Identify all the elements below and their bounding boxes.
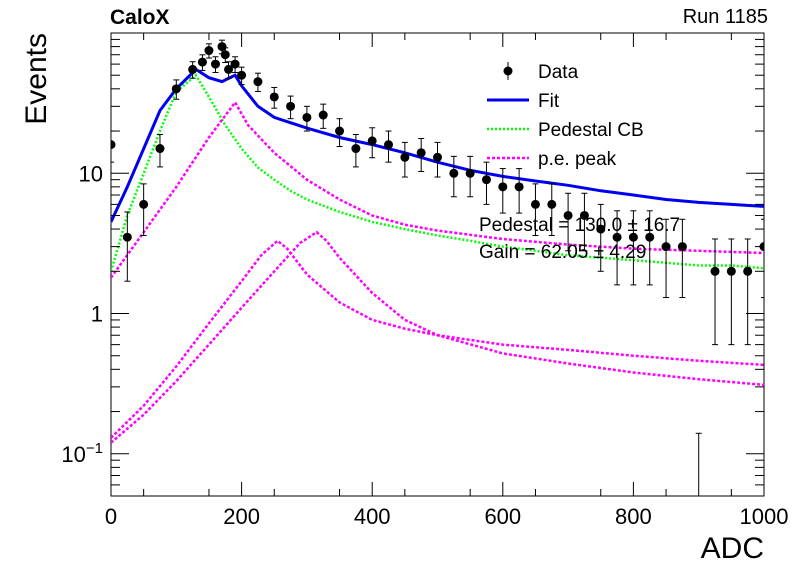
data-point: [111, 140, 116, 150]
series-layer: [111, 39, 764, 496]
data-point: [220, 50, 230, 60]
data-point: [224, 64, 234, 74]
data-point: [710, 266, 720, 276]
data-point: [400, 152, 410, 162]
data-point: [530, 199, 540, 209]
data-point: [514, 182, 524, 192]
data-point: [155, 144, 165, 154]
data-point: [661, 242, 671, 252]
fit-annotation-1: Gain = 62.05 ± 4.29: [479, 242, 646, 263]
data-point: [367, 136, 377, 146]
data-point: [210, 59, 220, 69]
data-point: [286, 101, 296, 111]
axis-layer: 0 200 400 600 800 1000 10−1 1 10: [61, 33, 788, 529]
data-point: [237, 70, 247, 80]
data-point: [726, 266, 736, 276]
data-point: [384, 140, 394, 150]
annotations: Pedestal = 130.0 ± 16.7 Gain = 62.05 ± 4.…: [479, 215, 680, 263]
data-point: [188, 64, 198, 74]
y-axis-title: Events: [20, 33, 53, 125]
data-point: [416, 148, 426, 158]
x-tick-label: 400: [354, 504, 391, 529]
data-point: [217, 42, 227, 52]
data-point: [230, 59, 240, 69]
data-point: [335, 126, 345, 136]
y-tick-label: 10: [79, 161, 103, 186]
data-point: [596, 224, 606, 234]
series-line-4: [111, 239, 764, 439]
data-point: [547, 199, 557, 209]
data-point: [612, 232, 622, 242]
data-point: [433, 152, 442, 162]
data-point: [302, 112, 312, 122]
x-tick-label: 200: [223, 504, 260, 529]
data-point: [171, 84, 181, 94]
y-tick-label: 1: [91, 302, 103, 327]
fit-annotation-0: Pedestal = 130.0 ± 16.7: [479, 215, 680, 236]
data-point: [139, 199, 149, 209]
data-point: [645, 232, 655, 242]
data-point: [579, 210, 589, 220]
data-point: [628, 232, 638, 242]
series-line-5: [111, 230, 764, 444]
data-point: [253, 77, 263, 87]
data-point: [122, 232, 132, 242]
data-point: [318, 110, 328, 120]
data-point: [743, 266, 753, 276]
data-point: [481, 175, 491, 185]
x-tick-label: 1000: [740, 504, 789, 529]
data-point: [563, 210, 573, 220]
y-tick-label: 10−1: [61, 440, 103, 467]
x-tick-label: 0: [105, 504, 117, 529]
data-point: [351, 144, 361, 154]
data-point: [269, 92, 279, 102]
data-point: [449, 168, 459, 178]
x-tick-label: 800: [615, 504, 652, 529]
legend-label-3: p.e. peak: [538, 149, 617, 170]
data-point: [498, 182, 508, 192]
legend: Data Fit Pedestal CB p.e. peak: [487, 62, 644, 170]
data-point: [204, 46, 214, 56]
experiment-label: CaloX: [110, 6, 170, 29]
run-label: Run 1185: [682, 6, 768, 28]
data-point: [197, 57, 207, 67]
x-axis-title: ADC: [701, 532, 764, 565]
x-tick-label: 600: [484, 504, 521, 529]
data-point: [677, 242, 687, 252]
legend-label-0: Data: [538, 62, 579, 83]
series-line-3: [111, 100, 764, 279]
plot-frame: [110, 32, 765, 497]
legend-label-1: Fit: [538, 91, 560, 112]
legend-label-2: Pedestal CB: [538, 120, 644, 141]
data-point: [465, 168, 475, 178]
series-line-2: [111, 73, 764, 272]
